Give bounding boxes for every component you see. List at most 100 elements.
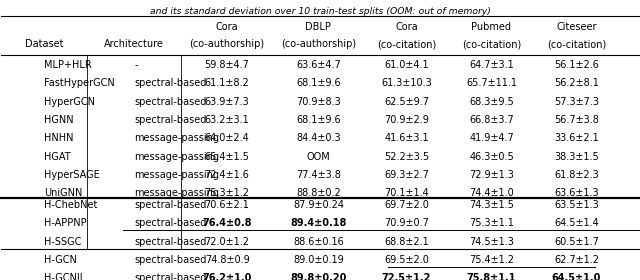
Text: 69.7±2.0: 69.7±2.0 [384, 200, 429, 210]
Text: MLP+HLR: MLP+HLR [44, 60, 92, 70]
Text: spectral-based: spectral-based [134, 218, 207, 228]
Text: 75.4±1.2: 75.4±1.2 [469, 255, 514, 265]
Text: 69.3±2.7: 69.3±2.7 [384, 170, 429, 180]
Text: 33.6±2.1: 33.6±2.1 [554, 133, 599, 143]
Text: 74.4±1.0: 74.4±1.0 [469, 188, 514, 198]
Text: 89.0±0.19: 89.0±0.19 [293, 255, 344, 265]
Text: 70.9±2.9: 70.9±2.9 [384, 115, 429, 125]
Text: spectral-based: spectral-based [134, 273, 207, 280]
Text: 63.9±7.3: 63.9±7.3 [205, 97, 250, 107]
Text: 75.8±1.1: 75.8±1.1 [467, 273, 516, 280]
Text: 60.5±1.7: 60.5±1.7 [554, 237, 599, 247]
Text: 74.3±1.5: 74.3±1.5 [469, 200, 514, 210]
Text: 77.4±3.8: 77.4±3.8 [296, 170, 341, 180]
Text: FastHyperGCN: FastHyperGCN [44, 78, 115, 88]
Text: H-GCNII: H-GCNII [44, 273, 83, 280]
Text: 74.8±0.9: 74.8±0.9 [205, 255, 250, 265]
Text: (co-authorship): (co-authorship) [281, 39, 356, 50]
Text: HNHN: HNHN [44, 133, 74, 143]
Text: 57.3±7.3: 57.3±7.3 [554, 97, 599, 107]
Text: message-passing: message-passing [134, 170, 219, 180]
Text: 70.9±8.3: 70.9±8.3 [296, 97, 340, 107]
Text: 62.5±9.7: 62.5±9.7 [384, 97, 429, 107]
Text: 88.6±0.16: 88.6±0.16 [293, 237, 344, 247]
Text: 65.7±11.1: 65.7±11.1 [466, 78, 517, 88]
Text: 70.6±2.1: 70.6±2.1 [205, 200, 250, 210]
Text: HGNN: HGNN [44, 115, 74, 125]
Text: Architecture: Architecture [104, 39, 164, 50]
Text: Citeseer: Citeseer [556, 22, 596, 32]
Text: 61.1±8.2: 61.1±8.2 [205, 78, 250, 88]
Text: 72.4±1.6: 72.4±1.6 [205, 170, 250, 180]
Text: 74.5±1.3: 74.5±1.3 [469, 237, 514, 247]
Text: 38.3±1.5: 38.3±1.5 [554, 151, 599, 162]
Text: Cora: Cora [396, 22, 418, 32]
Text: (co-citation): (co-citation) [547, 39, 606, 50]
Text: 89.4±0.18: 89.4±0.18 [290, 218, 347, 228]
Text: -: - [134, 60, 138, 70]
Text: HyperGCN: HyperGCN [44, 97, 95, 107]
Text: 68.8±2.1: 68.8±2.1 [384, 237, 429, 247]
Text: spectral-based: spectral-based [134, 237, 207, 247]
Text: 64.0±2.4: 64.0±2.4 [205, 133, 250, 143]
Text: 56.7±3.8: 56.7±3.8 [554, 115, 599, 125]
Text: 65.4±1.5: 65.4±1.5 [205, 151, 250, 162]
Text: (co-citation): (co-citation) [377, 39, 436, 50]
Text: spectral-based: spectral-based [134, 200, 207, 210]
Text: 41.9±4.7: 41.9±4.7 [469, 133, 514, 143]
Text: 72.5±1.2: 72.5±1.2 [382, 273, 431, 280]
Text: 64.5±1.0: 64.5±1.0 [552, 273, 601, 280]
Text: 68.1±9.6: 68.1±9.6 [296, 115, 340, 125]
Text: 66.8±3.7: 66.8±3.7 [469, 115, 514, 125]
Text: 76.2±1.0: 76.2±1.0 [202, 273, 252, 280]
Text: spectral-based: spectral-based [134, 97, 207, 107]
Text: H-GCN: H-GCN [44, 255, 77, 265]
Text: 88.8±0.2: 88.8±0.2 [296, 188, 340, 198]
Text: 59.8±4.7: 59.8±4.7 [205, 60, 250, 70]
Text: spectral-based: spectral-based [134, 255, 207, 265]
Text: HyperSAGE: HyperSAGE [44, 170, 100, 180]
Text: 63.6±4.7: 63.6±4.7 [296, 60, 340, 70]
Text: UniGNN: UniGNN [44, 188, 82, 198]
Text: 75.3±1.2: 75.3±1.2 [205, 188, 250, 198]
Text: 72.9±1.3: 72.9±1.3 [469, 170, 514, 180]
Text: 76.4±0.8: 76.4±0.8 [202, 218, 252, 228]
Text: 46.3±0.5: 46.3±0.5 [469, 151, 514, 162]
Text: HGAT: HGAT [44, 151, 70, 162]
Text: 61.8±2.3: 61.8±2.3 [554, 170, 599, 180]
Text: DBLP: DBLP [305, 22, 332, 32]
Text: message-passing: message-passing [134, 133, 219, 143]
Text: spectral-based: spectral-based [134, 78, 207, 88]
Text: 89.8±0.20: 89.8±0.20 [290, 273, 347, 280]
Text: 70.1±1.4: 70.1±1.4 [384, 188, 429, 198]
Text: 61.0±4.1: 61.0±4.1 [384, 60, 429, 70]
Text: 63.6±1.3: 63.6±1.3 [554, 188, 598, 198]
Text: H-SSGC: H-SSGC [44, 237, 81, 247]
Text: 41.6±3.1: 41.6±3.1 [384, 133, 429, 143]
Text: 61.3±10.3: 61.3±10.3 [381, 78, 432, 88]
Text: 63.2±3.1: 63.2±3.1 [205, 115, 250, 125]
Text: 69.5±2.0: 69.5±2.0 [384, 255, 429, 265]
Text: Pubmed: Pubmed [472, 22, 511, 32]
Text: (co-citation): (co-citation) [462, 39, 521, 50]
Text: 64.5±1.4: 64.5±1.4 [554, 218, 599, 228]
Text: 52.2±3.5: 52.2±3.5 [384, 151, 429, 162]
Text: 56.2±8.1: 56.2±8.1 [554, 78, 599, 88]
Text: Cora: Cora [216, 22, 238, 32]
Text: 68.3±9.5: 68.3±9.5 [469, 97, 514, 107]
Text: 68.1±9.6: 68.1±9.6 [296, 78, 340, 88]
Text: (co-authorship): (co-authorship) [189, 39, 265, 50]
Text: and its standard deviation over 10 train-test splits (OOM: out of memory): and its standard deviation over 10 train… [150, 7, 490, 16]
Text: 72.0±1.2: 72.0±1.2 [205, 237, 250, 247]
Text: 56.1±2.6: 56.1±2.6 [554, 60, 599, 70]
Text: message-passing: message-passing [134, 188, 219, 198]
Text: 70.9±0.7: 70.9±0.7 [384, 218, 429, 228]
Text: 64.7±3.1: 64.7±3.1 [469, 60, 514, 70]
Text: H-APPNP: H-APPNP [44, 218, 86, 228]
Text: 62.7±1.2: 62.7±1.2 [554, 255, 599, 265]
Text: 63.5±1.3: 63.5±1.3 [554, 200, 599, 210]
Text: 84.4±0.3: 84.4±0.3 [296, 133, 340, 143]
Text: message-passing: message-passing [134, 151, 219, 162]
Text: 87.9±0.24: 87.9±0.24 [293, 200, 344, 210]
Text: 75.3±1.1: 75.3±1.1 [469, 218, 514, 228]
